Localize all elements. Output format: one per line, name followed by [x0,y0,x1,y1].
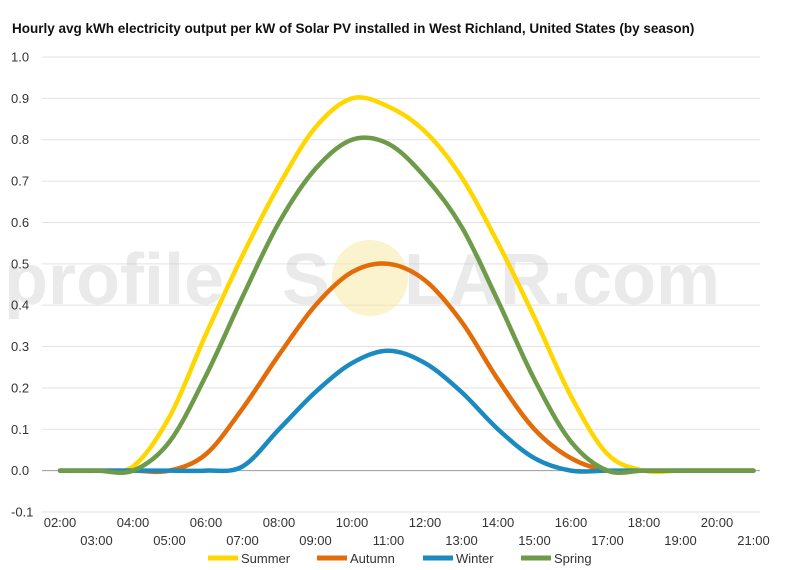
series-line-summer [57,95,756,475]
y-tick-label: 0.2 [11,380,29,395]
legend-label-winter: Winter [456,551,494,566]
y-tick-label: 0.0 [11,463,29,478]
x-tick-label: 19:00 [664,533,697,548]
series-line-winter [57,348,756,474]
x-tick-label: 03:00 [80,533,113,548]
x-tick-label: 02:00 [44,515,77,530]
x-tick-label: 10:00 [336,515,369,530]
watermark-text-mid: S [282,240,330,320]
x-tick-label: 11:00 [373,533,405,548]
x-tick-label: 06:00 [190,515,223,530]
x-tick-label: 17:00 [591,533,624,548]
y-axis-ticks: -0.1 0.0 0.1 0.2 0.3 0.4 0.5 0.6 0.7 0.8 0.9 1.0 [11,50,33,520]
legend-label-summer: Summer [241,551,291,566]
y-tick-label: 0.4 [11,298,29,313]
chart-title: Hourly avg kWh electricity output per kW… [12,21,694,36]
x-tick-label: 04:00 [117,515,150,530]
y-tick-label: 0.7 [11,174,29,189]
watermark-text-left: profile [4,240,224,320]
series-lines [57,95,756,476]
legend-label-autumn: Autumn [350,551,395,566]
y-tick-label: 0.1 [11,422,29,437]
watermark-text-right: LAR.com [404,240,720,320]
x-tick-label: 16:00 [555,515,588,530]
x-tick-label: 18:00 [628,515,661,530]
x-tick-label: 05:00 [153,533,186,548]
legend: Summer Autumn Winter Spring [208,551,592,566]
watermark-sun-icon [332,240,408,316]
x-tick-label: 15:00 [518,533,551,548]
y-tick-label: -0.1 [11,505,33,520]
watermark: profile S LAR.com [4,240,720,320]
x-tick-label: 12:00 [409,515,442,530]
y-tick-label: 1.0 [11,50,29,65]
x-tick-label: 14:00 [482,515,515,530]
y-tick-label: 0.8 [11,132,29,147]
y-tick-label: 0.9 [11,91,29,106]
series-line-spring [57,135,756,476]
x-tick-label: 09:00 [299,533,332,548]
y-tick-label: 0.6 [11,215,29,230]
x-tick-label: 13:00 [445,533,478,548]
legend-label-spring: Spring [554,551,592,566]
x-tick-label: 20:00 [701,515,734,530]
y-tick-label: 0.5 [11,256,29,271]
y-tick-label: 0.3 [11,339,29,354]
x-tick-label: 08:00 [263,515,296,530]
x-tick-label: 21:00 [737,533,770,548]
x-tick-label: 07:00 [226,533,259,548]
